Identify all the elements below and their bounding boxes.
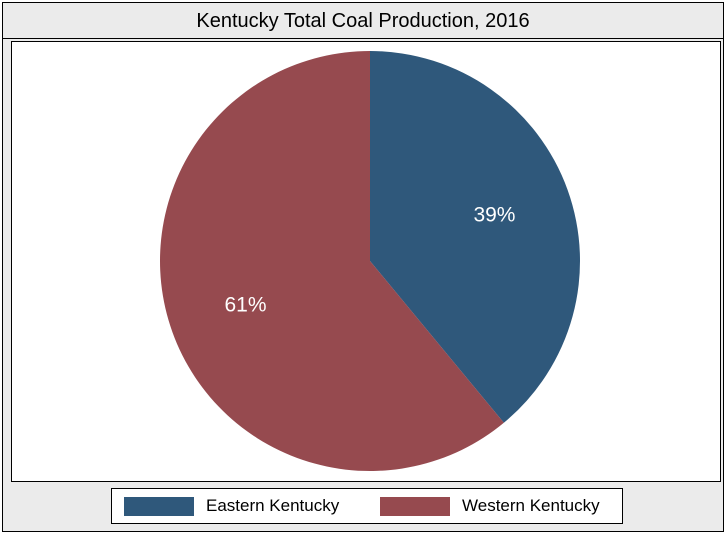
slice-label-western-kentucky: 61% (225, 293, 267, 316)
legend-item-eastern-kentucky: Eastern Kentucky (124, 489, 339, 523)
legend-label-eastern-kentucky: Eastern Kentucky (206, 496, 340, 515)
legend: Eastern Kentucky Western Kentucky (111, 488, 623, 524)
pie-chart: 39% 61% (160, 51, 581, 471)
slice-western-kentucky (160, 51, 504, 471)
legend-swatch-eastern-kentucky (124, 496, 194, 516)
legend-swatch-western-kentucky (380, 496, 450, 516)
legend-label-western-kentucky: Western Kentucky (462, 496, 600, 515)
slice-eastern-kentucky (370, 51, 581, 423)
legend-item-western-kentucky: Western Kentucky (380, 489, 600, 523)
chart-title: Kentucky Total Coal Production, 2016 (3, 3, 723, 39)
plot-area: 39% 61% (11, 41, 721, 482)
slice-label-eastern-kentucky: 39% (473, 204, 515, 227)
